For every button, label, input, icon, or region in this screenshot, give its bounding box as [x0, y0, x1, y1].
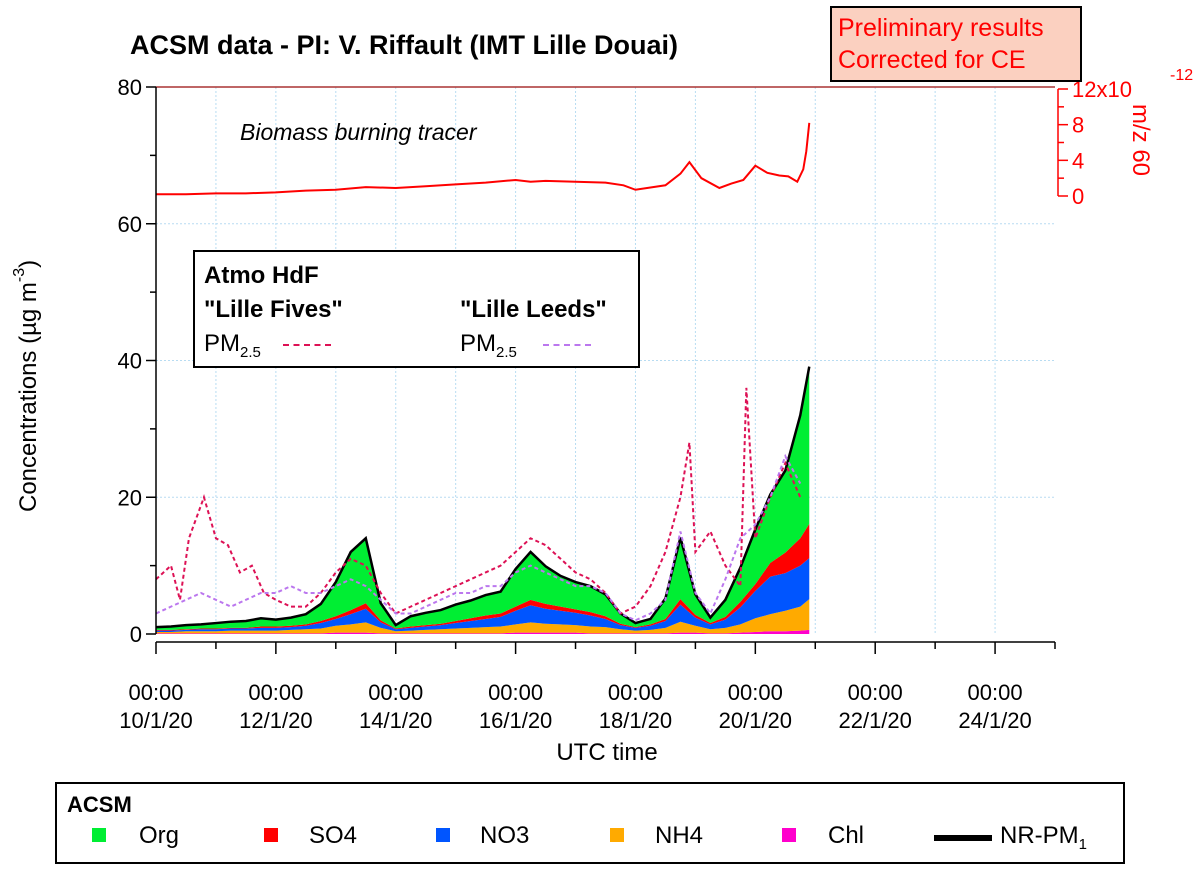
legend-label-org: Org: [139, 822, 180, 849]
x-tick-label-date: 20/1/20: [719, 708, 792, 733]
x-tick-label-date: 10/1/20: [119, 708, 192, 733]
y-tick-label: 0: [130, 622, 142, 647]
right-tick-label: 0: [1072, 184, 1084, 209]
legend-swatch-so4: [264, 828, 278, 842]
x-tick-label-date: 12/1/20: [239, 708, 312, 733]
area-org: [156, 366, 810, 630]
legend-swatch-no3: [436, 828, 450, 842]
right-axis-title: m/z 60: [1127, 104, 1154, 176]
x-tick-label-time: 00:00: [968, 680, 1023, 705]
pm25-legend-label1: PM2.5: [204, 330, 261, 361]
series-lines: [155, 122, 811, 629]
x-tick-label-time: 00:00: [248, 680, 303, 705]
y-axis-title: Concentrations (µg m-3): [11, 260, 42, 512]
legend-label-chl: Chl: [828, 822, 865, 849]
x-tick-label-time: 00:00: [488, 680, 543, 705]
legend-label-nrpm1: NR-PM1: [1000, 822, 1087, 853]
pm25-legend-header: Atmo HdF: [204, 262, 319, 289]
line-pm25-lille-leeds: [155, 453, 802, 622]
x-tick-label-time: 00:00: [848, 680, 903, 705]
right-tick-label: 8: [1072, 113, 1084, 138]
legend-swatch-org: [92, 828, 106, 842]
stacked-areas: [156, 366, 810, 634]
preliminary-note-box: Preliminary results Corrected for CE: [830, 6, 1082, 82]
pm25-legend-station2: "Lille Leeds": [460, 296, 607, 323]
pm25-legend-swatch-leeds: [543, 344, 591, 346]
axes: [146, 86, 1068, 654]
x-tick-label-date: 16/1/20: [479, 708, 552, 733]
x-tick-label-time: 00:00: [608, 680, 663, 705]
pm25-legend-swatch-fives: [283, 344, 331, 346]
x-tick-label-date: 24/1/20: [958, 708, 1031, 733]
legend-label-nh4: NH4: [655, 822, 704, 849]
line-pm25-lille-fives: [155, 387, 802, 615]
y-tick-label: 60: [118, 212, 142, 237]
x-tick-label-date: 18/1/20: [599, 708, 672, 733]
legend-swatch-nh4: [610, 828, 624, 842]
right-axis-exponent: -12: [1170, 67, 1193, 84]
y-tick-label: 40: [118, 349, 142, 374]
legend-swatch-nrpm1: [934, 835, 992, 841]
x-axis-title: UTC time: [556, 739, 657, 766]
right-tick-label: 4: [1072, 148, 1084, 173]
x-tick-label-date: 14/1/20: [359, 708, 432, 733]
chart-title: ACSM data - PI: V. Riffault (IMT Lille D…: [130, 30, 678, 60]
area-nh4: [156, 599, 810, 634]
x-tick-label-time: 00:00: [128, 680, 183, 705]
line-nr-pm1: [155, 366, 811, 629]
pm25-legend: Atmo HdF "Lille Fives" "Lille Leeds" PM2…: [193, 250, 640, 368]
area-chl: [156, 629, 810, 634]
biomass-annotation: Biomass burning tracer: [240, 119, 478, 145]
legend-label-so4: SO4: [309, 822, 358, 849]
pm25-legend-label2: PM2.5: [460, 330, 517, 361]
note-line-1: Preliminary results: [838, 14, 1044, 42]
y-tick-label: 20: [118, 485, 142, 510]
tick-labels: 02040608000:0010/1/2000:0012/1/2000:0014…: [118, 75, 1132, 733]
x-tick-label-time: 00:00: [728, 680, 783, 705]
legend-swatch-chl: [782, 828, 796, 842]
acsm-legend-header: ACSM: [67, 792, 132, 817]
acsm-legend: ACSM Org SO4 NO3 NH4 Chl NR-PM1: [55, 782, 1125, 864]
pm25-legend-station1: "Lille Fives": [204, 296, 343, 323]
legend-label-no3: NO3: [480, 822, 530, 849]
line-mz60: [156, 122, 811, 196]
x-tick-label-time: 00:00: [368, 680, 423, 705]
note-line-2: Corrected for CE: [838, 46, 1026, 74]
x-tick-label-date: 22/1/20: [838, 708, 911, 733]
y-tick-label: 80: [118, 75, 142, 100]
